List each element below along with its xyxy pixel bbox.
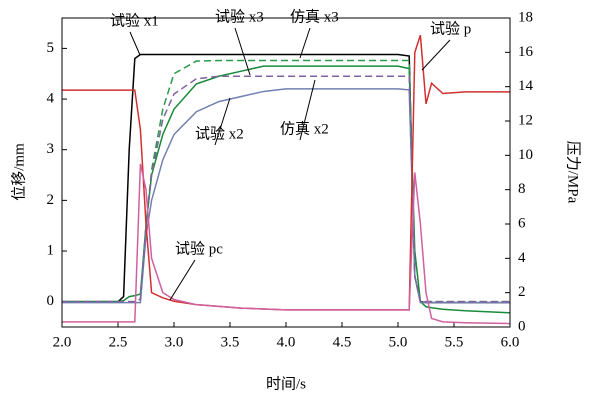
annotation-leader [299, 79, 316, 141]
y2-tick-label: 8 [518, 181, 526, 197]
x-tick-label: 4.5 [333, 334, 352, 350]
x-tick-label: 3.5 [221, 334, 240, 350]
series-line [62, 59, 510, 303]
y2-tick-label: 2 [518, 284, 526, 300]
y2-tick-label: 6 [518, 215, 526, 231]
y2-tick-label: 12 [518, 112, 533, 128]
y-tick-label: 5 [47, 40, 55, 56]
series-line [62, 53, 510, 304]
y2-tick-label: 14 [518, 78, 534, 94]
series-annotation: 仿真 x3 [290, 7, 339, 25]
y2-tick-label: 16 [518, 44, 534, 60]
x-tick-label: 2.5 [109, 334, 128, 350]
annotation-leader [421, 39, 451, 71]
series-line [62, 65, 511, 314]
x-tick-label: 5.5 [445, 334, 464, 350]
series-annotation: 试验 x3 [215, 8, 264, 25]
y-axis-label: 位移/mm [10, 143, 27, 201]
plot-frame [61, 17, 511, 328]
x-tick-label: 2.0 [53, 334, 72, 350]
annotation-leader [169, 259, 196, 301]
series-annotation: 试验 pc [175, 240, 223, 257]
y-tick-label: 4 [47, 90, 55, 106]
y2-tick-label: 0 [518, 318, 526, 334]
x-tick-label: 3.0 [165, 334, 184, 350]
x-tick-label: 6.0 [501, 334, 520, 350]
annotation-leader [234, 27, 251, 76]
y2-tick-label: 18 [518, 9, 533, 25]
series-annotation: 试验 x2 [195, 125, 244, 142]
series-annotation: 试验 p [430, 20, 471, 37]
y2-tick-label: 10 [518, 147, 533, 163]
x-tick-label: 4.0 [277, 334, 296, 350]
series-line [62, 34, 510, 311]
y2-axis-label: 压力/MPa [565, 141, 582, 204]
annotation-leader [299, 27, 311, 59]
y-tick-label: 0 [47, 293, 55, 309]
y2-tick-label: 4 [518, 250, 526, 266]
y-tick-label: 1 [47, 242, 55, 258]
x-tick-label: 5.0 [389, 334, 408, 350]
series-annotation: 仿真 x2 [280, 119, 329, 137]
x-axis-label: 时间/s [266, 375, 306, 392]
series-annotation: 试验 x1 [110, 12, 159, 29]
annotation-leader [214, 97, 231, 146]
y-tick-label: 2 [47, 192, 55, 208]
series-line [62, 163, 511, 325]
annotation-leader [129, 31, 141, 56]
series-line [62, 75, 510, 303]
y-tick-label: 3 [47, 141, 55, 157]
